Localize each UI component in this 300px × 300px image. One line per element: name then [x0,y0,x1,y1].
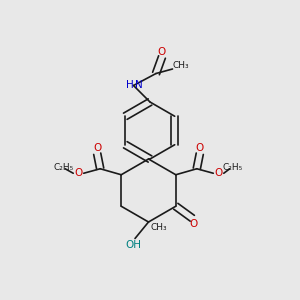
Text: O: O [93,143,101,153]
Text: C₂H₅: C₂H₅ [222,163,242,172]
Text: O: O [190,219,198,229]
Text: O: O [214,168,223,178]
Text: O: O [196,143,204,153]
Text: CH₃: CH₃ [172,61,189,70]
Text: C₂H₅: C₂H₅ [53,163,74,172]
Text: O: O [74,168,82,178]
Text: OH: OH [125,239,142,250]
Text: CH₃: CH₃ [151,224,167,232]
Text: N: N [135,80,143,91]
Text: O: O [158,46,166,57]
Text: H: H [126,80,134,91]
